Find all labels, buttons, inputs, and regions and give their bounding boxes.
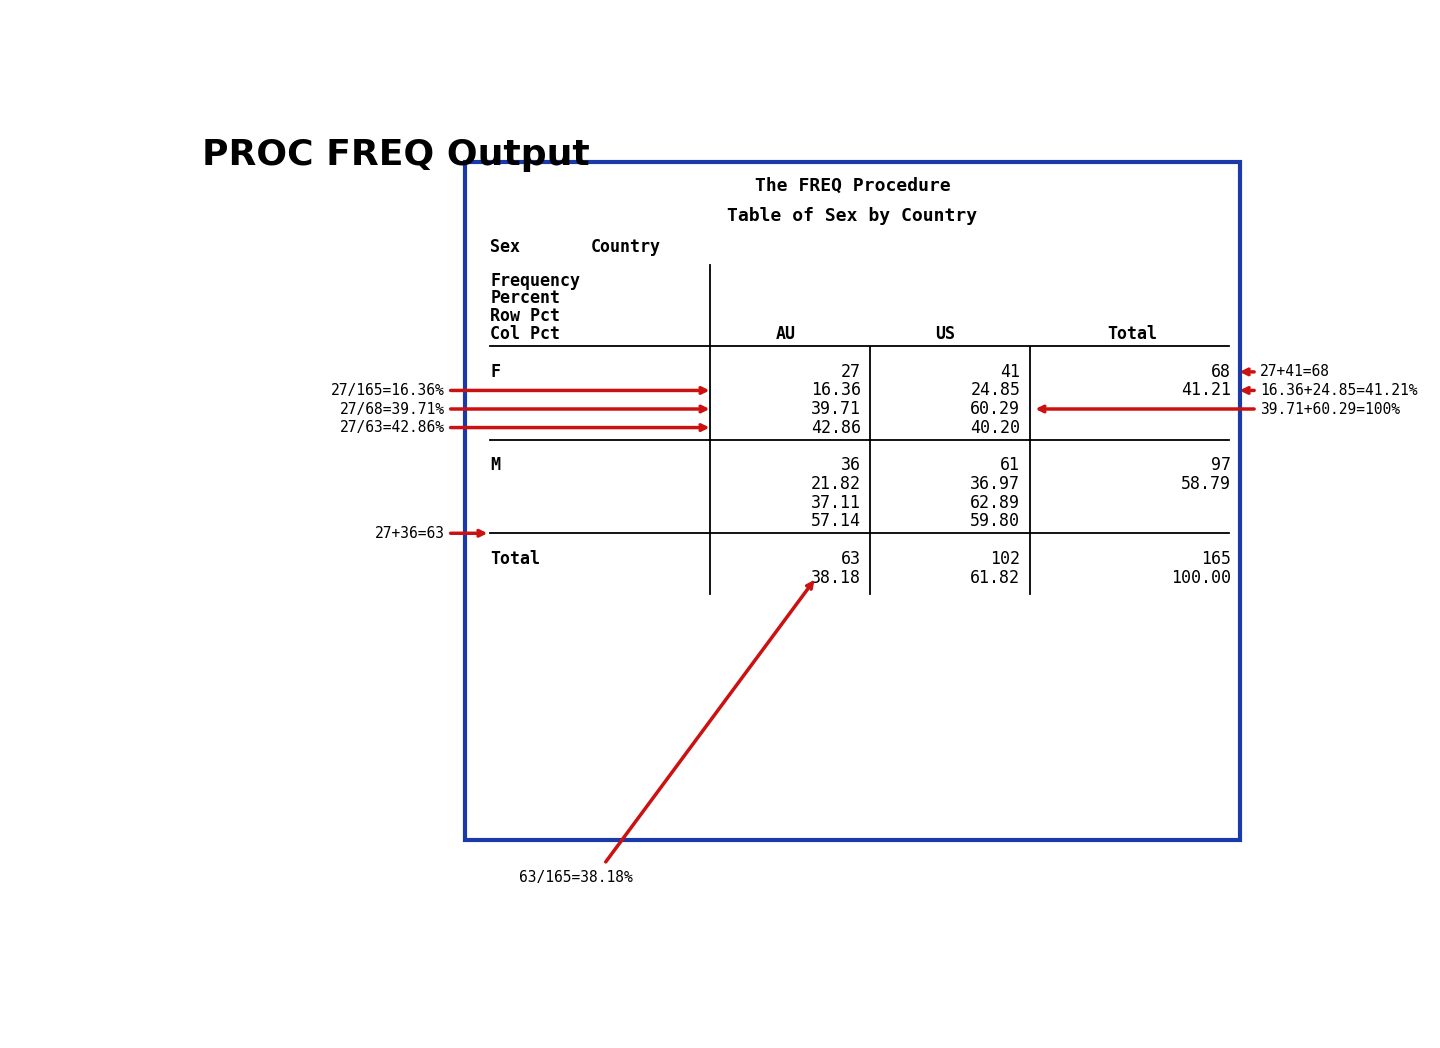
Text: 27+36=63: 27+36=63	[374, 526, 445, 541]
Text: Percent: Percent	[490, 289, 560, 307]
Text: 63: 63	[841, 550, 861, 568]
Text: AU: AU	[776, 325, 796, 343]
Text: Total: Total	[1107, 325, 1156, 343]
Text: 42.86: 42.86	[811, 418, 861, 437]
Text: 41: 41	[1001, 363, 1021, 380]
Text: 40.20: 40.20	[971, 418, 1021, 437]
Text: 102: 102	[991, 550, 1021, 568]
Text: 57.14: 57.14	[811, 512, 861, 530]
Text: 100.00: 100.00	[1171, 569, 1231, 587]
Text: 62.89: 62.89	[971, 494, 1021, 511]
Text: 68: 68	[1211, 363, 1231, 380]
Text: Table of Sex by Country: Table of Sex by Country	[727, 208, 978, 225]
Text: 16.36+24.85=41.21%: 16.36+24.85=41.21%	[1260, 383, 1418, 398]
FancyBboxPatch shape	[465, 162, 1240, 839]
Text: 38.18: 38.18	[811, 569, 861, 587]
Text: 58.79: 58.79	[1181, 475, 1231, 493]
Text: F: F	[490, 363, 500, 380]
Text: Frequency: Frequency	[490, 271, 580, 289]
Text: 16.36: 16.36	[811, 381, 861, 399]
Text: 27/63=42.86%: 27/63=42.86%	[340, 420, 445, 435]
Text: 39.71+60.29=100%: 39.71+60.29=100%	[1260, 401, 1400, 416]
Text: 37.11: 37.11	[811, 494, 861, 511]
Text: 21.82: 21.82	[811, 475, 861, 493]
Text: 39.71: 39.71	[811, 400, 861, 418]
Text: PROC FREQ Output: PROC FREQ Output	[202, 138, 590, 172]
Text: 27+41=68: 27+41=68	[1260, 365, 1331, 379]
Text: Country: Country	[590, 238, 661, 256]
Text: 36.97: 36.97	[971, 475, 1021, 493]
Text: Col Pct: Col Pct	[490, 325, 560, 343]
Text: 27/68=39.71%: 27/68=39.71%	[340, 401, 445, 416]
Text: Total: Total	[490, 550, 540, 568]
Text: 60.29: 60.29	[971, 400, 1021, 418]
Text: 41.21: 41.21	[1181, 381, 1231, 399]
Text: 61.82: 61.82	[971, 569, 1021, 587]
Text: Sex: Sex	[490, 238, 520, 256]
Text: Row Pct: Row Pct	[490, 307, 560, 325]
Text: 27/165=16.36%: 27/165=16.36%	[331, 383, 445, 398]
Text: M: M	[490, 457, 500, 475]
Text: The FREQ Procedure: The FREQ Procedure	[755, 177, 950, 195]
Text: 63/165=38.18%: 63/165=38.18%	[520, 870, 634, 886]
Text: US: US	[936, 325, 956, 343]
Text: 24.85: 24.85	[971, 381, 1021, 399]
Text: 61: 61	[1001, 457, 1021, 475]
Text: 27: 27	[841, 363, 861, 380]
Text: 165: 165	[1201, 550, 1231, 568]
Text: 36: 36	[841, 457, 861, 475]
Text: 59.80: 59.80	[971, 512, 1021, 530]
Text: 97: 97	[1211, 457, 1231, 475]
